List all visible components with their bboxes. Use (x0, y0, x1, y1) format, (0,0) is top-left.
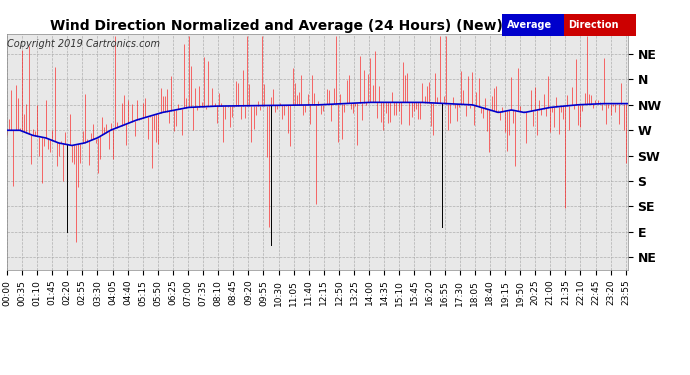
Text: Average: Average (507, 21, 552, 30)
Text: Copyright 2019 Cartronics.com: Copyright 2019 Cartronics.com (7, 39, 160, 50)
Title: Wind Direction Normalized and Average (24 Hours) (New) 20190315: Wind Direction Normalized and Average (2… (50, 19, 585, 33)
Text: Direction: Direction (569, 21, 619, 30)
